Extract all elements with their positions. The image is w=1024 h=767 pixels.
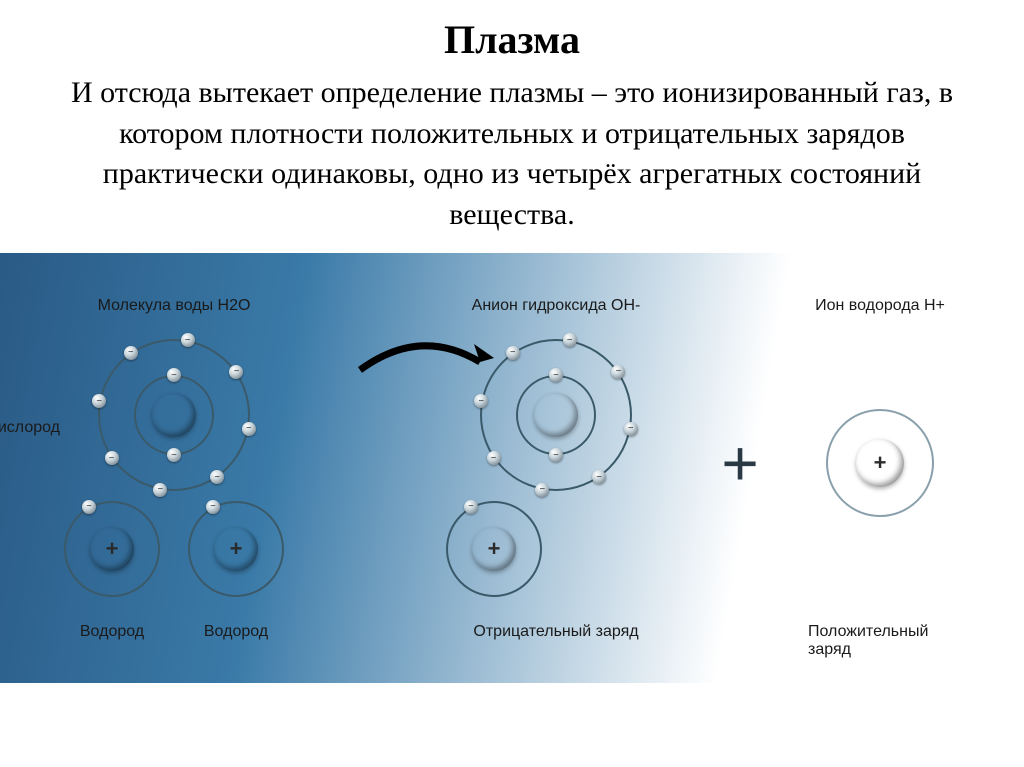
electron: − bbox=[611, 365, 625, 379]
label-anion: Анион гидроксида OH- bbox=[472, 297, 641, 315]
electron: − bbox=[464, 500, 478, 514]
electron: − bbox=[124, 346, 138, 360]
electron: − bbox=[105, 451, 119, 465]
electron: − bbox=[229, 365, 243, 379]
electron: − bbox=[549, 368, 563, 382]
label-neg-charge: Отрицательный заряд bbox=[473, 623, 638, 641]
electron: − bbox=[549, 448, 563, 462]
definition-text: И отсюда вытекает определение плазмы – э… bbox=[0, 73, 1024, 253]
electron: − bbox=[167, 368, 181, 382]
label-oxygen: Кислород bbox=[0, 419, 60, 437]
label-hydrogen-2: Водород bbox=[204, 623, 268, 641]
electron: − bbox=[563, 333, 577, 347]
nucleus bbox=[152, 393, 196, 437]
diagram-panel: − − − − − − − − − − + − + − − − − − − − − − − − + − + + Молекула вод… bbox=[0, 253, 1024, 683]
electron: − bbox=[153, 483, 167, 497]
electron: − bbox=[181, 333, 195, 347]
electron: − bbox=[206, 500, 220, 514]
nucleus-sign: + bbox=[230, 536, 243, 562]
nucleus bbox=[534, 393, 578, 437]
arrow-icon bbox=[340, 318, 500, 388]
nucleus-sign: + bbox=[106, 536, 119, 562]
label-pos-charge: Положительный заряд bbox=[808, 623, 952, 659]
electron: − bbox=[487, 451, 501, 465]
electron: − bbox=[624, 422, 638, 436]
label-hydrogen-1: Водород bbox=[80, 623, 144, 641]
electron: − bbox=[210, 470, 224, 484]
label-molecule: Молекула воды H2O bbox=[98, 297, 251, 315]
page-title: Плазма bbox=[0, 0, 1024, 73]
nucleus-sign: + bbox=[874, 450, 887, 476]
electron: − bbox=[474, 394, 488, 408]
electron: − bbox=[535, 483, 549, 497]
electron: − bbox=[506, 346, 520, 360]
electron: − bbox=[592, 470, 606, 484]
nucleus-sign: + bbox=[488, 536, 501, 562]
electron: − bbox=[242, 422, 256, 436]
electron: − bbox=[167, 448, 181, 462]
label-ion-h: Ион водорода H+ bbox=[815, 297, 945, 315]
plus-operator: + bbox=[721, 426, 758, 500]
electron: − bbox=[82, 500, 96, 514]
electron: − bbox=[92, 394, 106, 408]
